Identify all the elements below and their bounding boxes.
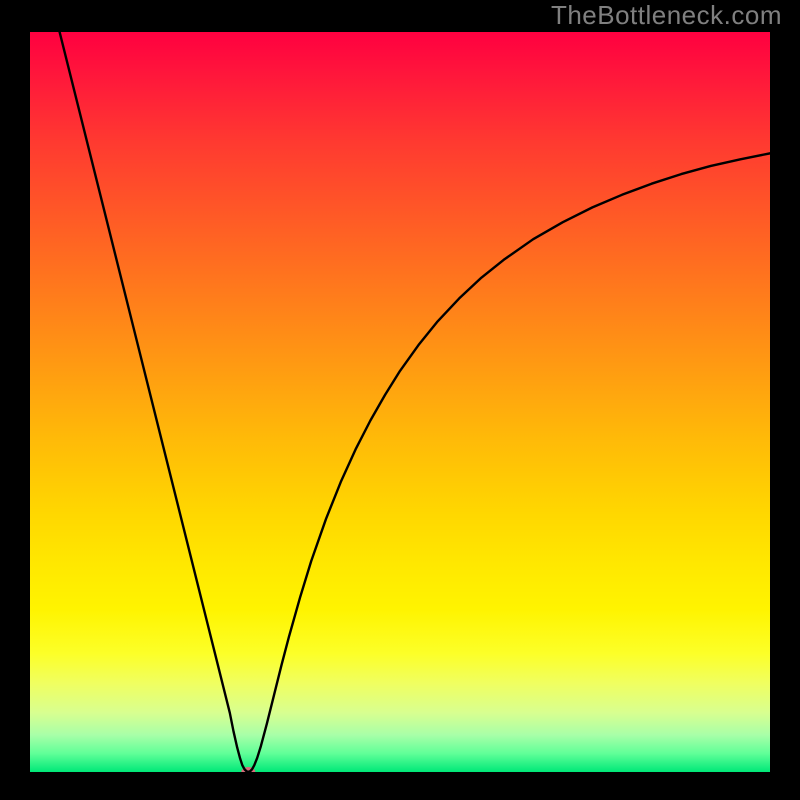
plot-area — [30, 32, 770, 772]
chart-svg — [30, 32, 770, 772]
chart-background — [30, 32, 770, 772]
watermark: TheBottleneck.com — [551, 0, 782, 31]
